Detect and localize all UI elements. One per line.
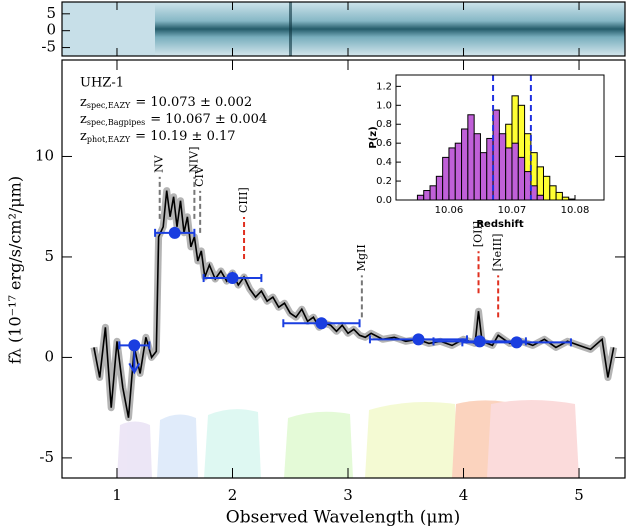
filter-curves (117, 400, 579, 478)
filter (284, 411, 353, 478)
photometry-point (226, 272, 239, 285)
histogram-bar (467, 114, 475, 201)
histogram-bar (429, 185, 437, 201)
emission-label: CIV (193, 165, 206, 187)
histogram-bar (555, 191, 563, 201)
panel-frame (61, 1, 626, 57)
z-subscript: spec,EAZY (87, 101, 131, 110)
histogram-bar (536, 194, 544, 201)
emission-label: CIII] (237, 187, 250, 213)
y-tick-label: 0 (44, 347, 54, 365)
y-tick-label: -5 (39, 448, 54, 466)
redshift-label: zspec,EAZY = 10.073 ± 0.002 (80, 95, 252, 111)
y-tick-label: 1.0 (376, 100, 392, 111)
inset-frame (395, 74, 605, 201)
histogram-bar (442, 156, 450, 201)
z-subscript: phot,EAZY (87, 135, 131, 144)
histogram-bar (479, 152, 488, 201)
histogram-bar (461, 128, 469, 201)
object-name: UHZ-1 (80, 76, 124, 91)
y-tick-label: 1.2 (376, 81, 392, 92)
redshift-label: zspec,Bagpipes = 10.067 ± 0.004 (80, 112, 267, 128)
emission-label: NV (153, 154, 166, 173)
filter (487, 400, 579, 478)
x-tick-label: 5 (574, 486, 584, 504)
z-symbol: z (80, 95, 87, 110)
y-tick-label: 0 (46, 21, 56, 39)
photometry-point (315, 317, 328, 330)
z-value: = 10.067 ± 0.004 (150, 112, 267, 127)
y-tick-label: 0.8 (376, 119, 392, 130)
histogram-bar (454, 142, 463, 201)
y-axis-label: fλ (10⁻¹⁷ erg/s/cm²/μm) (6, 176, 25, 364)
histogram-bar (517, 156, 526, 201)
photometry-point (412, 333, 425, 346)
filter (204, 409, 261, 478)
trace (155, 2, 625, 56)
artifact (289, 2, 292, 56)
filter (365, 402, 458, 478)
upper-limit-head (128, 362, 141, 375)
emission-label: NIV] (187, 147, 200, 173)
y-tick-label: -5 (41, 38, 56, 56)
inset-x-label: Redshift (476, 219, 523, 230)
y-tick-label: 0.0 (376, 195, 392, 206)
y-tick-label: 0.6 (376, 138, 392, 149)
emission-label: MgII (355, 244, 368, 271)
histogram-bar (473, 133, 481, 201)
y-tick-label: 5 (46, 4, 56, 22)
x-tick-label: 3 (343, 486, 353, 504)
x-tick-label: 4 (459, 486, 469, 504)
histogram-bar (498, 133, 507, 201)
y-tick-label: 5 (44, 247, 54, 265)
z-symbol: z (80, 112, 87, 127)
x-tick-label: 2 (228, 486, 238, 504)
x-tick-label: 10.08 (561, 205, 590, 216)
x-axis-label: Observed Wavelength (μm) (226, 508, 460, 528)
z-value: = 10.19 ± 0.17 (135, 129, 235, 144)
plot-frame (61, 59, 626, 479)
z-value: = 10.073 ± 0.002 (135, 95, 252, 110)
histogram-bar (448, 147, 456, 201)
photometry-point (473, 335, 486, 348)
x-tick-label: 1 (112, 486, 122, 504)
photometry-point (510, 336, 523, 349)
histogram-bar (549, 185, 557, 201)
histogram-bar (511, 142, 519, 201)
inset-y-label: P(z) (368, 126, 379, 148)
z-subscript: spec,Bagpipes (87, 118, 145, 127)
photometry-point (128, 339, 141, 352)
histogram-bar (505, 147, 513, 201)
filter (452, 400, 509, 478)
photometry-point (168, 226, 181, 239)
y-tick-label: 10 (35, 146, 54, 164)
histogram-bar (435, 175, 444, 201)
emission-label: [OII] (472, 221, 485, 247)
filter (157, 414, 198, 478)
x-tick-label: 10.06 (435, 205, 464, 216)
y-tick-label: 0.4 (376, 157, 392, 168)
x-tick-label: 10.07 (498, 205, 527, 216)
histogram-bar (416, 194, 425, 201)
z-symbol: z (80, 129, 87, 144)
filter (117, 421, 152, 478)
histogram-bar (542, 175, 551, 201)
emission-label: [NeIII] (491, 234, 504, 272)
redshift-label: zphot,EAZY = 10.19 ± 0.17 (80, 129, 236, 145)
histogram-bar (423, 190, 431, 201)
y-tick-label: 0.2 (376, 176, 392, 187)
